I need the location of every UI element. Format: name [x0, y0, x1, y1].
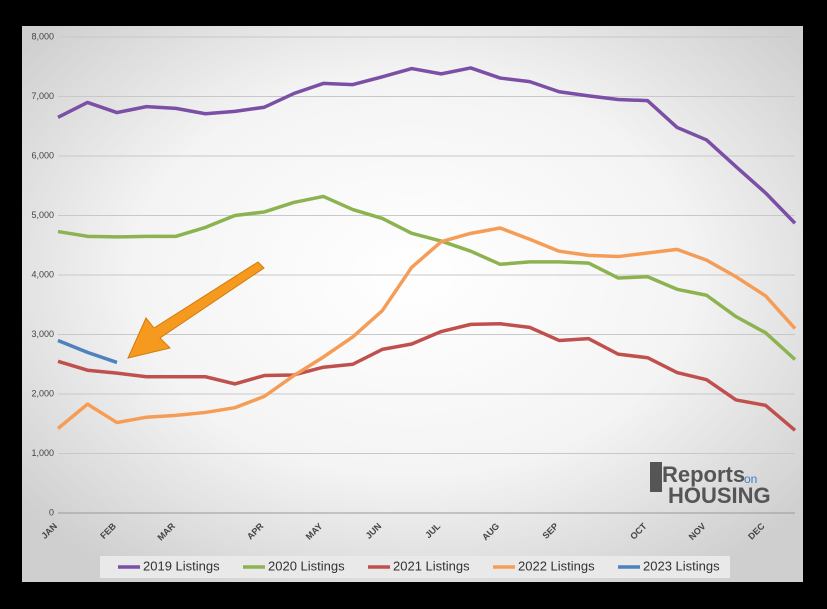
series-line [57, 66, 797, 225]
y-tick-label: 7,000 [31, 91, 54, 101]
y-tick-label: 8,000 [31, 31, 54, 41]
logo-text: Reports [662, 462, 745, 487]
legend-label: 2020 Listings [268, 558, 345, 573]
legend-box [100, 556, 730, 578]
series-line [57, 322, 797, 432]
y-tick-label: 0 [49, 507, 54, 517]
legend-label: 2023 Listings [643, 558, 720, 573]
logo-text: on [744, 472, 757, 486]
logo-icon [650, 462, 662, 492]
legend-label: 2022 Listings [518, 558, 595, 573]
logo: Reports on HOUSING [650, 462, 771, 508]
y-tick-label: 3,000 [31, 329, 54, 339]
y-tick-label: 2,000 [31, 388, 54, 398]
y-tick-label: 6,000 [31, 150, 54, 160]
logo-text: HOUSING [668, 483, 771, 508]
y-tick-label: 1,000 [31, 448, 54, 458]
series-line [56, 226, 797, 430]
arrow [127, 261, 265, 359]
plot: 0 1,000 2,000 3,000 4,000 5,000 6,000 7,000 8,00… [31, 31, 797, 543]
legend-label: 2019 Listings [143, 558, 220, 573]
legend-label: 2021 Listings [393, 558, 470, 573]
chart-background [22, 26, 803, 582]
series-line [57, 194, 797, 361]
y-tick-label: 4,000 [31, 269, 54, 279]
y-tick-label: 5,000 [31, 210, 54, 220]
series-line [57, 338, 118, 365]
